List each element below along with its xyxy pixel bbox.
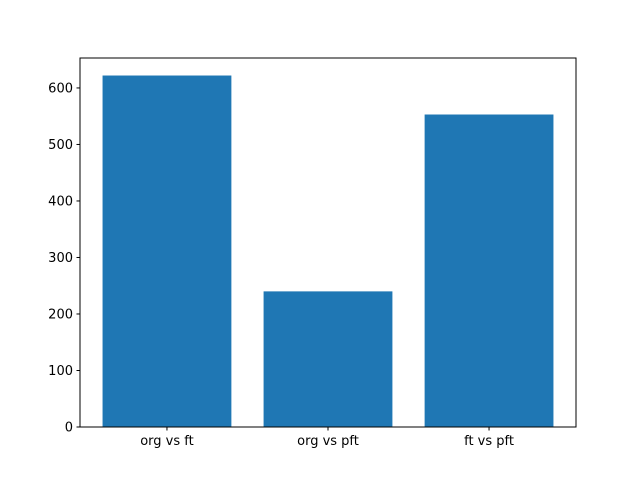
y-tick-label: 0	[65, 421, 73, 436]
y-tick-label: 300	[48, 251, 73, 266]
bar	[263, 291, 393, 427]
y-tick-label: 500	[48, 138, 73, 153]
bar	[102, 75, 232, 428]
x-tick-label: org vs ft	[140, 434, 194, 449]
bar	[424, 114, 554, 427]
x-tick-label: org vs pft	[297, 434, 359, 449]
y-tick-label: 600	[48, 81, 73, 96]
y-tick-label: 400	[48, 194, 73, 209]
y-tick-label: 200	[48, 307, 73, 322]
y-tick-label: 100	[48, 364, 73, 379]
axes-spines	[79, 57, 577, 428]
x-tick-label: ft vs pft	[464, 434, 514, 449]
